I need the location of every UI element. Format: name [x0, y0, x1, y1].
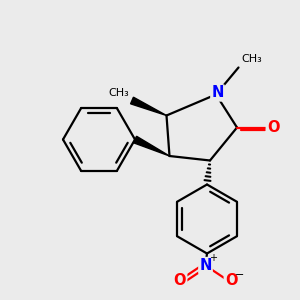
Text: N: N	[211, 85, 224, 100]
Text: +: +	[209, 253, 217, 263]
Text: O: O	[225, 273, 237, 288]
Text: CH₃: CH₃	[242, 55, 262, 64]
Text: O: O	[267, 120, 279, 135]
Polygon shape	[134, 136, 169, 156]
Text: O: O	[174, 273, 186, 288]
Text: CH₃: CH₃	[108, 88, 129, 98]
Text: −: −	[235, 270, 244, 280]
Polygon shape	[130, 97, 166, 116]
Text: N: N	[199, 258, 212, 273]
